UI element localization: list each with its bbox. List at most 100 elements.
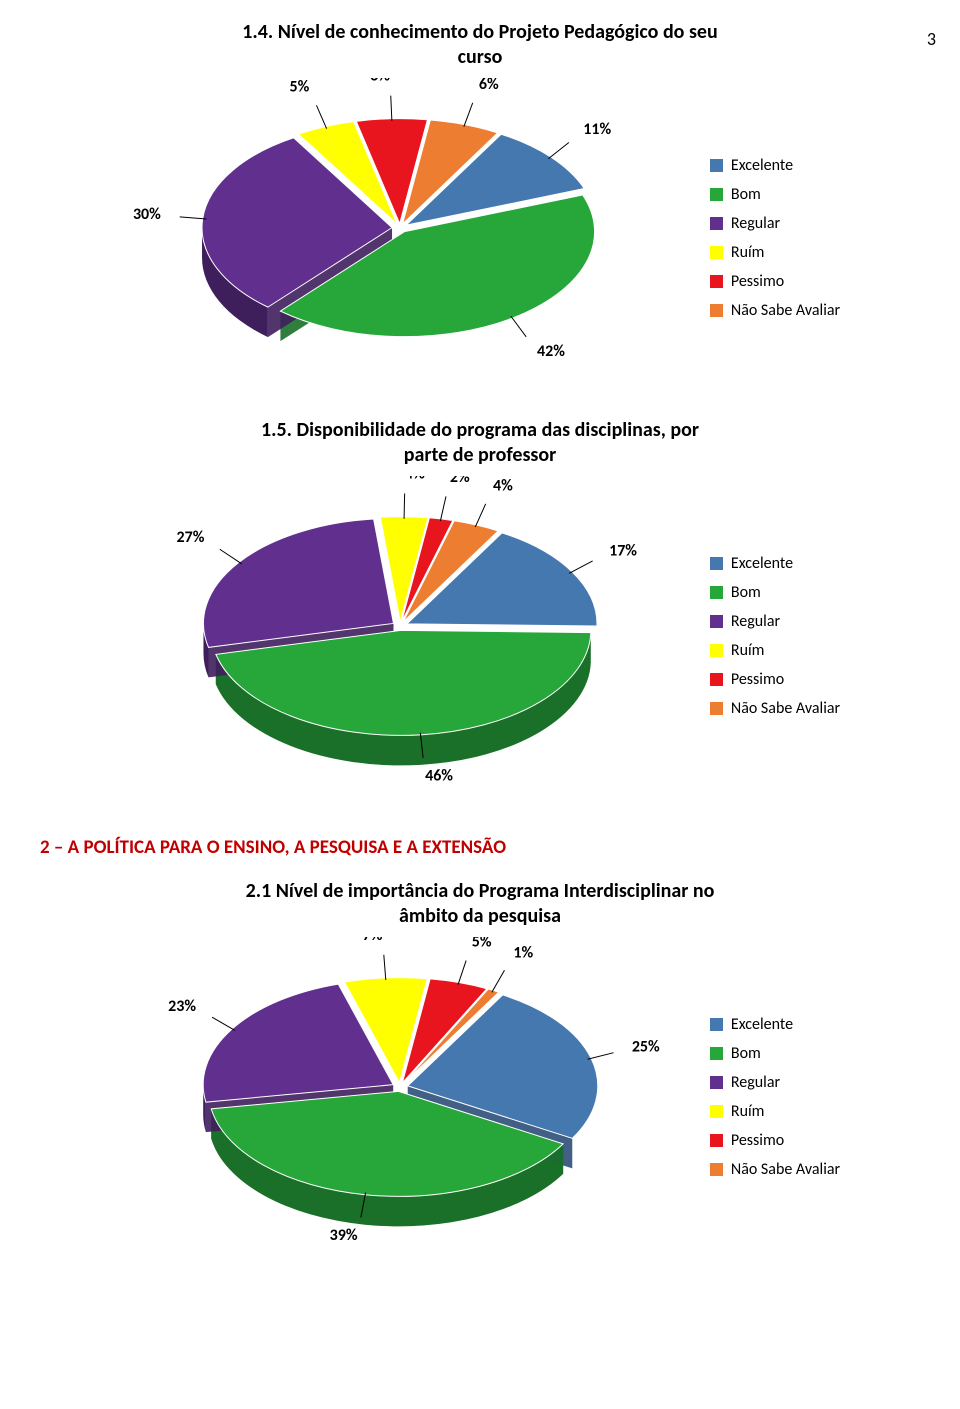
leader-line bbox=[569, 561, 592, 573]
legend-label: Não Sabe Avaliar bbox=[731, 1160, 840, 1179]
legend-swatch bbox=[710, 1134, 723, 1147]
legend-swatch bbox=[710, 615, 723, 628]
leader-line bbox=[511, 316, 526, 337]
leader-line bbox=[212, 1017, 235, 1030]
leader-line bbox=[587, 1053, 613, 1060]
slice-label: 5% bbox=[289, 78, 309, 97]
legend-swatch bbox=[710, 304, 723, 317]
chart-title-1-4: 1.4. Nível de conhecimento do Projeto Pe… bbox=[40, 20, 920, 70]
legend-label: Ruím bbox=[731, 1102, 765, 1121]
legend-swatch bbox=[710, 275, 723, 288]
slice-label: 46% bbox=[425, 766, 453, 785]
slice-label: 17% bbox=[609, 542, 637, 561]
slice-label: 4% bbox=[493, 476, 513, 495]
chart-row: 25%39%23%7%5%1% ExcelenteBomRegularRuímP… bbox=[40, 937, 920, 1257]
slice-label: 1% bbox=[513, 943, 533, 962]
chart-title-1-5: 1.5. Disponibilidade do programa das dis… bbox=[40, 418, 920, 468]
legend-item: Excelente bbox=[710, 1015, 840, 1034]
slice-label: 6% bbox=[479, 78, 499, 94]
legend-label: Ruím bbox=[731, 641, 765, 660]
legend-swatch bbox=[710, 246, 723, 259]
legend-swatch bbox=[710, 1047, 723, 1060]
legend: Excelente Bom Regular Ruím Pessimo Não Sabe A… bbox=[710, 1015, 840, 1179]
legend-item: Regular bbox=[710, 612, 840, 631]
slice-label: 4% bbox=[405, 476, 425, 483]
legend-item: Excelente bbox=[710, 554, 840, 573]
legend-label: Excelente bbox=[731, 554, 793, 573]
legend-item: Regular bbox=[710, 1073, 840, 1092]
chart-title-line: parte de professor bbox=[404, 443, 557, 467]
leader-line bbox=[220, 549, 242, 564]
legend: Excelente Bom Regular Ruím Pessimo Não Sabe A… bbox=[710, 554, 840, 718]
legend: Excelente Bom Regular Ruím Pessimo Não Sabe A… bbox=[710, 156, 840, 320]
legend-swatch bbox=[710, 188, 723, 201]
pie-chart-1-5: 17% 46% 27% 4% 2% 4% bbox=[120, 476, 680, 796]
legend-label: Pessimo bbox=[731, 1131, 784, 1150]
legend-swatch bbox=[710, 1076, 723, 1089]
chart-row: 17% 46% 27% 4% 2% 4% Excelente Bom Regular Ruím P… bbox=[40, 476, 920, 796]
legend-item: Não Sabe Avaliar bbox=[710, 301, 840, 320]
legend-label: Não Sabe Avaliar bbox=[731, 699, 840, 718]
legend-item: Pessimo bbox=[710, 272, 840, 291]
legend-label: Pessimo bbox=[731, 272, 784, 291]
legend-label: Bom bbox=[731, 185, 761, 204]
legend-item: Pessimo bbox=[710, 670, 840, 689]
legend-swatch bbox=[710, 217, 723, 230]
chart-title-line: 2.1 Nível de importância do Programa Int… bbox=[246, 879, 715, 903]
leader-line bbox=[475, 504, 485, 527]
pie-chart-1-4: 11% 42% 30% 5% 6% 6% bbox=[120, 78, 680, 398]
legend-label: Não Sabe Avaliar bbox=[731, 301, 840, 320]
legend-swatch bbox=[710, 673, 723, 686]
legend-label: Excelente bbox=[731, 156, 793, 175]
chart-title-2-1: 2.1 Nível de importância do Programa Int… bbox=[40, 879, 920, 929]
leader-line bbox=[440, 496, 446, 521]
legend-swatch bbox=[710, 1105, 723, 1118]
legend-item: Ruím bbox=[710, 641, 840, 660]
legend-label: Pessimo bbox=[731, 670, 784, 689]
page-number: 3 bbox=[927, 28, 936, 50]
chart-title-line: curso bbox=[458, 45, 503, 69]
slice-label: 39% bbox=[329, 1226, 357, 1245]
legend-label: Regular bbox=[731, 1073, 780, 1092]
slice-label: 7% bbox=[363, 937, 383, 945]
legend-label: Ruím bbox=[731, 243, 765, 262]
legend-item: Ruím bbox=[710, 243, 840, 262]
slice-label: 2% bbox=[450, 476, 470, 487]
legend-swatch bbox=[710, 159, 723, 172]
slice-label: 5% bbox=[472, 937, 492, 951]
pie-chart-2-1: 25%39%23%7%5%1% bbox=[120, 937, 680, 1257]
leader-line bbox=[458, 961, 466, 985]
legend-label: Regular bbox=[731, 214, 780, 233]
legend-item: Ruím bbox=[710, 1102, 840, 1121]
slice-label: 6% bbox=[370, 78, 390, 86]
chart-title-line: âmbito da pesquisa bbox=[399, 904, 561, 928]
legend-item: Bom bbox=[710, 185, 840, 204]
legend-item: Bom bbox=[710, 1044, 840, 1063]
legend-swatch bbox=[710, 586, 723, 599]
leader-line bbox=[391, 96, 392, 121]
slice-label: 42% bbox=[537, 342, 565, 361]
legend-swatch bbox=[710, 644, 723, 657]
legend-item: Pessimo bbox=[710, 1131, 840, 1150]
leader-line bbox=[464, 103, 473, 127]
page: 3 1.4. Nível de conhecimento do Projeto … bbox=[0, 20, 960, 1409]
slice-label: 30% bbox=[133, 205, 161, 224]
legend-label: Bom bbox=[731, 583, 761, 602]
legend-label: Bom bbox=[731, 1044, 761, 1063]
legend-label: Regular bbox=[731, 612, 780, 631]
legend-swatch bbox=[710, 557, 723, 570]
legend-label: Excelente bbox=[731, 1015, 793, 1034]
leader-line bbox=[548, 142, 569, 158]
leader-line bbox=[492, 970, 505, 992]
slice-label: 27% bbox=[176, 528, 204, 547]
leader-line bbox=[316, 105, 326, 128]
leader-line bbox=[384, 955, 386, 980]
chart-row: 11% 42% 30% 5% 6% 6% Excelente Bom Regular Ruím P… bbox=[40, 78, 920, 398]
slice-label: 23% bbox=[168, 997, 196, 1016]
legend-item: Regular bbox=[710, 214, 840, 233]
legend-item: Bom bbox=[710, 583, 840, 602]
leader-line bbox=[404, 494, 405, 519]
legend-item: Não Sabe Avaliar bbox=[710, 699, 840, 718]
legend-swatch bbox=[710, 702, 723, 715]
slice-label: 11% bbox=[583, 120, 611, 139]
